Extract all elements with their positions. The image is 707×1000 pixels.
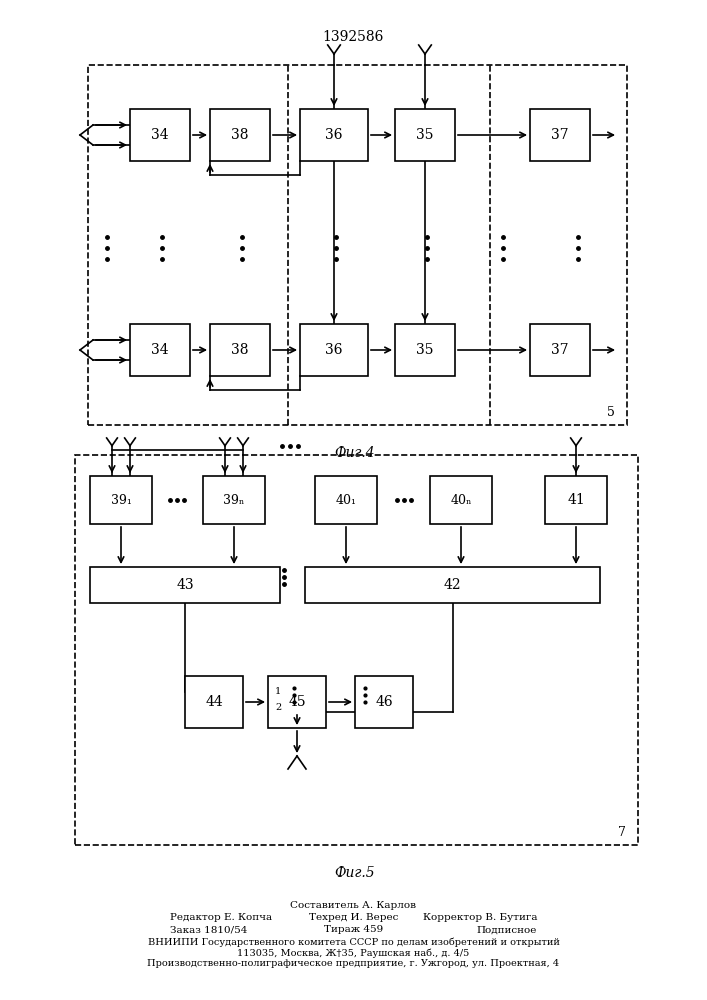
Text: 43: 43: [176, 578, 194, 592]
Text: Составитель А. Карлов: Составитель А. Карлов: [291, 900, 416, 910]
Text: 35: 35: [416, 343, 434, 357]
Text: Корректор В. Бутига: Корректор В. Бутига: [423, 914, 537, 922]
Text: Фиг.5: Фиг.5: [334, 866, 375, 880]
Bar: [203, 476, 265, 524]
Text: 40ₙ: 40ₙ: [450, 493, 472, 506]
Text: 39₁: 39₁: [110, 493, 132, 506]
Bar: [88, 65, 627, 425]
Text: 113035, Москва, Ж†35, Раушская наб., д. 4/5: 113035, Москва, Ж†35, Раушская наб., д. …: [238, 948, 469, 958]
Text: 1392586: 1392586: [322, 30, 384, 44]
Bar: [315, 476, 377, 524]
Text: 45: 45: [288, 695, 306, 709]
Text: 38: 38: [231, 128, 249, 142]
Bar: [530, 324, 590, 376]
Text: 35: 35: [416, 128, 434, 142]
Bar: [430, 476, 492, 524]
Text: Техред И. Верес: Техред И. Верес: [309, 914, 398, 922]
Bar: [300, 324, 368, 376]
Bar: [130, 109, 190, 161]
Bar: [305, 567, 600, 603]
Text: 37: 37: [551, 343, 569, 357]
Text: Редактор Е. Копча: Редактор Е. Копча: [170, 914, 271, 922]
Bar: [210, 324, 270, 376]
Text: 38: 38: [231, 343, 249, 357]
Bar: [75, 455, 638, 845]
Text: Производственно-полиграфическое предприятие, г. Ужгород, ул. Проектная, 4: Производственно-полиграфическое предприя…: [148, 960, 559, 968]
Text: 7: 7: [618, 826, 626, 838]
Text: 44: 44: [205, 695, 223, 709]
Text: 1: 1: [275, 688, 281, 696]
Bar: [210, 109, 270, 161]
Text: 34: 34: [151, 128, 169, 142]
Bar: [530, 109, 590, 161]
Text: 40₁: 40₁: [336, 493, 356, 506]
Bar: [395, 109, 455, 161]
Bar: [130, 324, 190, 376]
Bar: [545, 476, 607, 524]
Text: 41: 41: [567, 493, 585, 507]
Bar: [395, 324, 455, 376]
Text: Подписное: Подписное: [477, 926, 537, 934]
Bar: [268, 676, 326, 728]
Text: 37: 37: [551, 128, 569, 142]
Text: 5: 5: [607, 406, 615, 418]
Text: Заказ 1810/54: Заказ 1810/54: [170, 926, 247, 934]
Bar: [90, 476, 152, 524]
Bar: [90, 567, 280, 603]
Text: 42: 42: [444, 578, 461, 592]
Text: 36: 36: [325, 128, 343, 142]
Text: ВНИИПИ Государственного комитета СССР по делам изобретений и открытий: ВНИИПИ Государственного комитета СССР по…: [148, 937, 559, 947]
Bar: [355, 676, 413, 728]
Text: 34: 34: [151, 343, 169, 357]
Text: 36: 36: [325, 343, 343, 357]
Bar: [300, 109, 368, 161]
Text: Фиг.4: Фиг.4: [334, 446, 375, 460]
Text: 46: 46: [375, 695, 393, 709]
Text: 2: 2: [275, 702, 281, 712]
Bar: [185, 676, 243, 728]
Text: 39ₙ: 39ₙ: [223, 493, 245, 506]
Text: Тираж 459: Тираж 459: [324, 926, 383, 934]
